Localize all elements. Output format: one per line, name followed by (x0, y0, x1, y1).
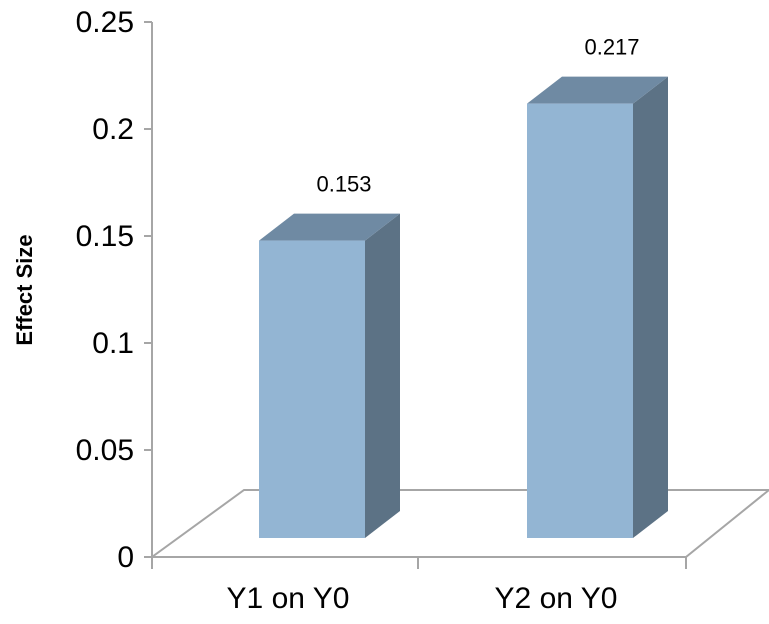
y-tick-label: 0.1 (92, 327, 134, 360)
y-tick-label: 0.25 (76, 6, 134, 39)
y-tick-label: 0 (117, 541, 134, 574)
y-tick-label: 0.05 (76, 434, 134, 467)
y-tick-label: 0.2 (92, 113, 134, 146)
chart-floor (148, 489, 769, 558)
x-tick-label: Y2 on Y0 (495, 582, 618, 615)
data-label: 0.153 (316, 172, 371, 197)
bar-top (527, 76, 668, 104)
y-axis: 0 0.05 0.1 0.15 0.2 0.25 (76, 6, 687, 574)
data-label: 0.217 (584, 35, 639, 60)
bars (259, 76, 668, 539)
x-tick-label: Y1 on Y0 (227, 582, 350, 615)
bar-side (365, 213, 400, 538)
bar-side (633, 76, 668, 539)
bar-top (259, 213, 400, 241)
floor-plane (148, 489, 769, 558)
bar (527, 76, 668, 539)
bar-front (259, 240, 365, 538)
y-tick-label: 0.15 (76, 220, 134, 253)
bar-front (527, 103, 633, 539)
y-axis-title: Effect Size (12, 234, 37, 345)
labels: 0.153 Y1 on Y0 0.217 Y2 on Y0 (227, 35, 640, 615)
bar (259, 213, 400, 538)
